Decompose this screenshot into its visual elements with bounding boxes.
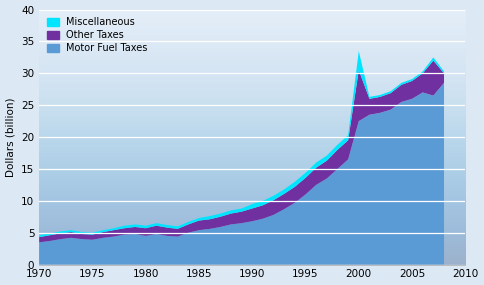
- Legend: Miscellaneous, Other Taxes, Motor Fuel Taxes: Miscellaneous, Other Taxes, Motor Fuel T…: [44, 15, 151, 56]
- Y-axis label: Dollars (billion): Dollars (billion): [5, 97, 15, 177]
